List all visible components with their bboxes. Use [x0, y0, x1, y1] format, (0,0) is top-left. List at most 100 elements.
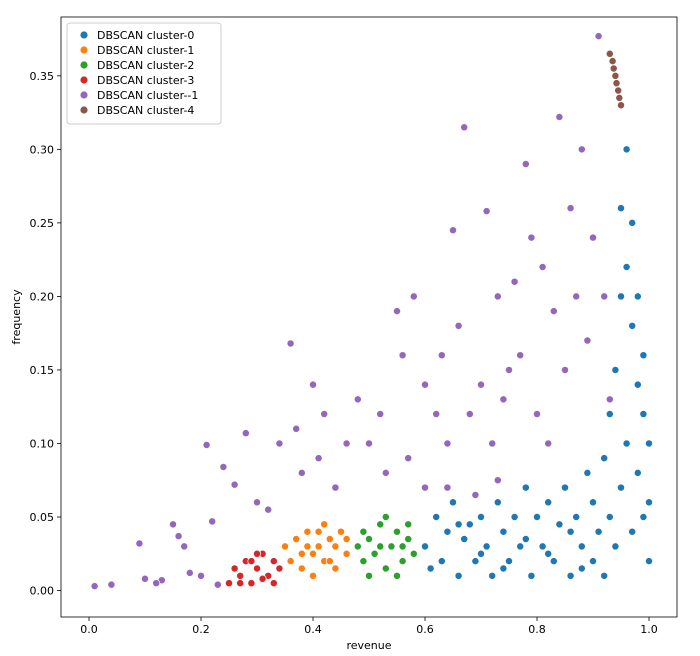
data-point-series-0: [622, 263, 631, 271]
data-point-series-0: [628, 527, 637, 536]
legend-label-cluster-1: DBSCAN cluster-1: [97, 44, 194, 57]
data-point-series-1: [331, 542, 340, 551]
data-point-series-4: [275, 439, 284, 448]
data-point-series-4: [353, 395, 362, 404]
data-point-series-0: [482, 542, 491, 551]
y-axis-ticks: 0.00 0.05 0.10 0.15 0.20 0.25 0.30 0.35: [30, 70, 61, 598]
data-point-series-2: [387, 542, 396, 551]
data-point-series-4: [376, 410, 385, 419]
data-point-series-4: [141, 574, 149, 583]
y-tick-label: 0.00: [30, 585, 55, 598]
data-point-series-2: [365, 535, 373, 544]
legend-marker-cluster-2: [79, 60, 89, 70]
x-tick-label: 0.0: [80, 623, 98, 636]
data-point-series-4: [292, 424, 301, 433]
y-tick-label: 0.05: [30, 511, 55, 524]
data-point-series-1: [325, 557, 334, 566]
data-point-series-0: [510, 513, 519, 521]
data-point-series-0: [493, 498, 502, 507]
data-point-series-4: [180, 542, 189, 551]
data-point-series-4: [516, 351, 525, 360]
data-point-series-4: [169, 520, 177, 529]
data-point-series-0: [533, 513, 541, 521]
data-point-series-4: [409, 292, 418, 301]
x-tick-label: 0.2: [192, 623, 210, 636]
data-point-series-5: [614, 86, 623, 95]
data-point-series-4: [342, 439, 351, 448]
data-point-series-4: [421, 483, 429, 492]
data-point-series-4: [482, 207, 491, 216]
data-point-series-0: [443, 527, 452, 536]
data-point-series-3: [253, 564, 261, 573]
data-point-series-4: [449, 226, 457, 235]
data-point-series-0: [432, 513, 441, 521]
data-point-series-4: [488, 439, 497, 448]
data-point-series-5: [605, 49, 614, 58]
data-point-series-0: [544, 549, 553, 558]
legend-marker-cluster-1: [79, 45, 89, 55]
data-point-series-0: [605, 410, 614, 419]
data-point-series-1: [325, 535, 334, 544]
data-point-series-0: [622, 439, 631, 448]
data-point-series-5: [612, 79, 621, 88]
data-point-series-4: [555, 113, 564, 121]
data-point-series-4: [381, 468, 390, 477]
data-point-series-0: [628, 218, 637, 227]
data-point-series-1: [303, 542, 312, 551]
data-point-series-4: [331, 483, 340, 492]
data-point-series-4: [185, 568, 194, 577]
data-point-series-4: [510, 277, 519, 286]
data-point-series-4: [421, 380, 429, 389]
data-point-series-4: [521, 160, 530, 169]
data-point-series-4: [538, 263, 547, 271]
data-point-series-3: [275, 564, 284, 573]
data-point-series-0: [566, 527, 575, 536]
data-point-series-1: [320, 520, 329, 529]
data-point-series-4: [320, 410, 329, 419]
data-point-series-0: [477, 513, 485, 521]
data-point-series-2: [376, 520, 385, 529]
data-point-series-0: [449, 498, 457, 507]
data-point-series-4: [404, 454, 413, 463]
data-point-series-0: [499, 527, 508, 536]
data-point-series-0: [645, 439, 653, 448]
data-point-series-4: [460, 123, 469, 132]
data-point-series-0: [639, 410, 648, 419]
data-point-series-0: [521, 535, 530, 544]
data-point-series-4: [549, 307, 558, 316]
data-point-series-4: [437, 351, 446, 360]
data-point-series-2: [353, 542, 362, 551]
data-point-series-4: [107, 580, 116, 589]
data-point-series-0: [538, 542, 547, 551]
data-point-series-0: [477, 549, 485, 558]
data-point-series-4: [197, 571, 205, 580]
data-point-series-0: [589, 557, 597, 566]
data-point-series-0: [633, 468, 642, 477]
data-point-series-0: [633, 292, 642, 301]
data-point-series-4: [477, 380, 485, 389]
legend-label-cluster-noise: DBSCAN cluster--1: [97, 89, 198, 102]
data-point-series-1: [286, 557, 295, 566]
data-point-series-4: [241, 429, 250, 438]
data-point-series-1: [297, 549, 306, 558]
data-point-series-4: [314, 454, 323, 463]
data-point-series-5: [608, 57, 617, 66]
data-point-series-0: [454, 520, 463, 529]
data-point-series-0: [622, 145, 631, 154]
data-point-series-1: [303, 527, 312, 536]
data-point-series-4: [566, 204, 575, 213]
data-point-series-0: [639, 351, 648, 360]
data-point-series-1: [309, 549, 317, 558]
x-tick-label: 0.8: [528, 623, 546, 636]
data-point-series-2: [359, 557, 368, 566]
data-point-series-0: [544, 498, 553, 507]
data-point-series-0: [628, 321, 637, 330]
data-point-series-4: [493, 292, 502, 301]
legend-label-cluster-2: DBSCAN cluster-2: [97, 59, 194, 72]
data-point-series-2: [409, 549, 418, 558]
data-point-series-1: [292, 535, 301, 544]
data-point-series-3: [247, 557, 256, 566]
data-point-series-4: [600, 292, 609, 301]
data-point-series-0: [499, 564, 508, 573]
